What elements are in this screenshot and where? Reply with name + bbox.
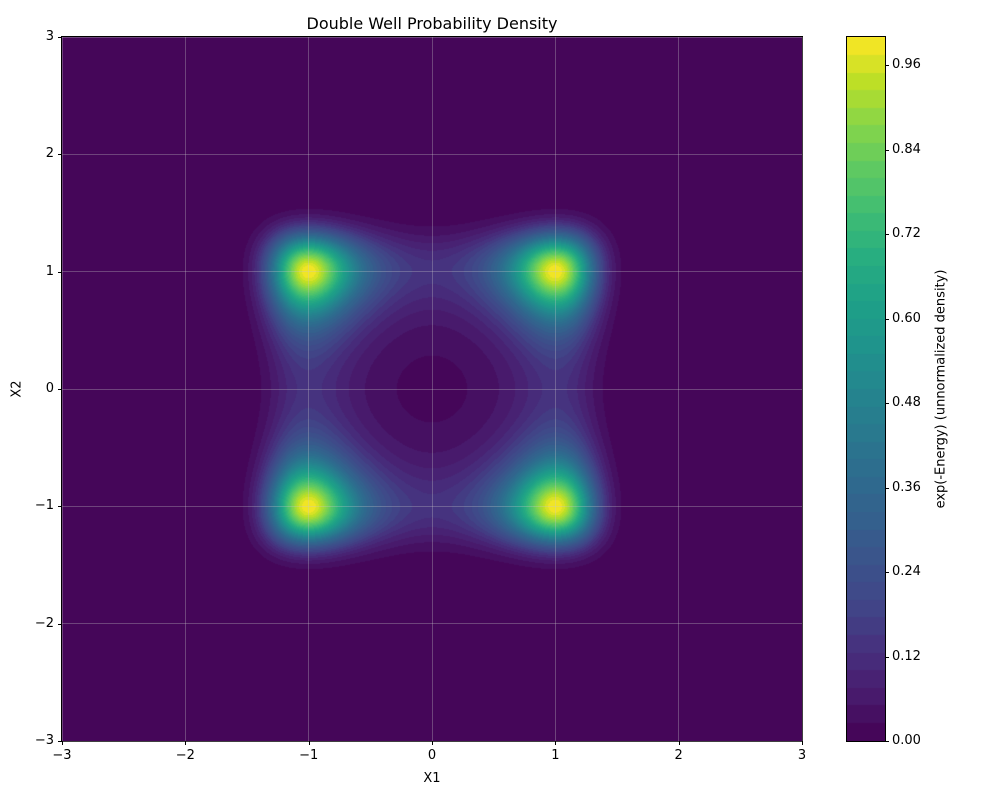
y-tick-label: −1 bbox=[34, 498, 54, 514]
x-tick-label: 0 bbox=[427, 748, 437, 763]
colorbar-tick-mark bbox=[885, 403, 889, 405]
chart-title: Double Well Probability Density bbox=[306, 14, 558, 33]
y-tick-mark bbox=[58, 623, 62, 625]
x-tick-mark bbox=[678, 741, 680, 745]
y-tick-mark bbox=[58, 741, 62, 742]
y-tick-mark bbox=[58, 389, 62, 390]
y-tick-mark bbox=[58, 37, 62, 38]
colorbar-tick-label: 0.96 bbox=[892, 57, 921, 73]
colorbar-tick-label: 0.60 bbox=[892, 310, 921, 326]
plot-area bbox=[61, 36, 803, 742]
colorbar-tick-mark bbox=[885, 149, 889, 151]
y-tick-label: 3 bbox=[45, 29, 54, 44]
colorbar-tick-mark bbox=[885, 572, 889, 574]
y-tick-mark bbox=[58, 271, 62, 273]
colorbar-tick-label: 0.00 bbox=[892, 733, 921, 748]
colorbar-tick-mark bbox=[885, 656, 889, 658]
x-tick-mark bbox=[802, 741, 803, 745]
x-tick-label: −2 bbox=[175, 748, 195, 763]
y-axis-label: X2 bbox=[9, 380, 25, 398]
x-tick-mark bbox=[308, 741, 310, 745]
y-tick-mark bbox=[58, 154, 62, 156]
x-tick-mark bbox=[185, 741, 187, 745]
x-tick-label: −1 bbox=[299, 748, 319, 763]
colorbar-tick-mark bbox=[885, 318, 889, 320]
x-tick-mark bbox=[432, 741, 433, 745]
colorbar-tick-label: 0.36 bbox=[892, 479, 921, 495]
y-tick-label: −3 bbox=[34, 733, 54, 748]
x-tick-label: 2 bbox=[674, 748, 683, 763]
y-tick-label: 1 bbox=[45, 263, 54, 279]
colorbar-tick-label: 0.12 bbox=[892, 648, 921, 664]
colorbar-tick-label: 0.24 bbox=[892, 564, 921, 580]
x-tick-mark bbox=[62, 741, 63, 745]
y-tick-label: 0 bbox=[45, 381, 54, 396]
y-tick-mark bbox=[58, 506, 62, 508]
colorbar-tick-label: 0.72 bbox=[892, 226, 921, 242]
colorbar-tick-mark bbox=[885, 487, 889, 489]
x-tick-mark bbox=[555, 741, 557, 745]
colorbar-label: exp(-Energy) (unnormalized density) bbox=[933, 269, 949, 509]
y-tick-label: 2 bbox=[45, 146, 54, 162]
colorbar-tick-label: 0.48 bbox=[892, 395, 921, 411]
y-tick-label: −2 bbox=[34, 615, 54, 631]
colorbar-tick-mark bbox=[885, 234, 889, 236]
heatmap-canvas bbox=[62, 37, 802, 741]
colorbar-tick-mark bbox=[885, 65, 889, 67]
colorbar-canvas bbox=[847, 37, 885, 741]
x-axis-label: X1 bbox=[423, 771, 441, 786]
colorbar-tick-label: 0.84 bbox=[892, 141, 921, 157]
x-tick-label: −3 bbox=[52, 748, 72, 763]
colorbar-tick-mark bbox=[885, 741, 889, 742]
colorbar bbox=[846, 36, 886, 742]
x-tick-label: 3 bbox=[797, 748, 807, 763]
x-tick-label: 1 bbox=[551, 748, 560, 763]
